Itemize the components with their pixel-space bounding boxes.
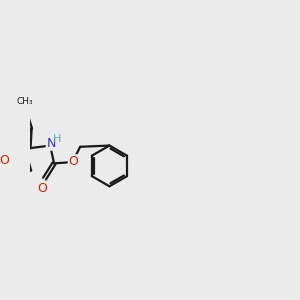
Text: O: O (38, 182, 47, 195)
Text: N: N (46, 137, 56, 150)
Text: O: O (0, 154, 9, 167)
Text: H: H (52, 134, 61, 144)
Text: CH₃: CH₃ (16, 97, 33, 106)
Text: O: O (68, 155, 78, 168)
